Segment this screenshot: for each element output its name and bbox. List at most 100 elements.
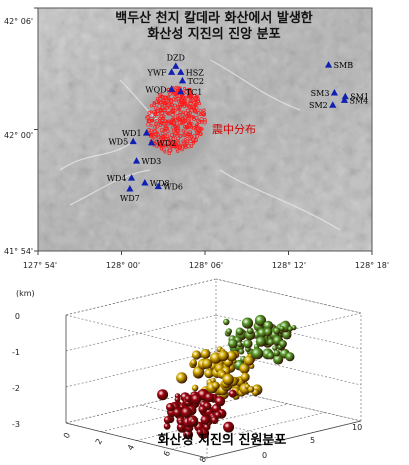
epicenter-point — [166, 137, 170, 141]
station-label: WD8 — [150, 179, 170, 188]
box-edge — [65, 314, 208, 351]
epicenter-point — [181, 129, 185, 133]
station-triangle — [329, 101, 337, 108]
epicenter-point — [187, 87, 192, 92]
epicenter-point — [191, 126, 196, 131]
epicenter-point — [162, 114, 166, 119]
epicenter-point — [178, 134, 183, 138]
epicenter-point — [194, 134, 200, 139]
hypocenter-sphere — [184, 395, 192, 403]
epicenter-point — [149, 128, 153, 133]
epicenter-point — [191, 115, 195, 120]
epicenter-point — [177, 105, 182, 110]
wall-gridline — [65, 386, 217, 424]
epicenter-point — [173, 129, 177, 133]
hypocenter-sphere — [190, 418, 197, 426]
station-label: WD7 — [120, 194, 140, 203]
epicenter-point — [170, 112, 175, 118]
epicenter-point — [166, 121, 171, 126]
z-tick-label: -3 — [12, 420, 20, 429]
epicenter-point — [159, 139, 165, 144]
epicenter-point — [182, 103, 187, 108]
station-label: WD6 — [163, 183, 183, 192]
station-triangle — [132, 157, 141, 164]
epicenter-point — [189, 121, 194, 126]
wall-gridline — [65, 314, 217, 352]
hypocenter-sphere — [204, 392, 214, 403]
epicenter-point — [164, 133, 169, 139]
hypocenter-sphere — [174, 396, 181, 403]
station-triangle — [126, 185, 134, 192]
hypocenter-sphere — [241, 317, 254, 329]
epicenter-point — [202, 119, 207, 125]
z-tick-label: -1 — [12, 348, 20, 357]
x-axis-line — [65, 422, 208, 459]
epicenter-point — [180, 145, 185, 150]
epicenter-point — [167, 151, 171, 155]
epicenter-cluster — [145, 85, 207, 155]
epicenter-point — [168, 136, 173, 141]
epicenter-point — [168, 92, 172, 96]
epicenter-point — [167, 148, 172, 153]
station-label: HSZ — [186, 68, 204, 77]
station-label: TC1 — [186, 88, 203, 97]
hypocenter-sphere — [272, 345, 278, 351]
epicenter-point — [158, 108, 163, 113]
epicenter-point — [172, 91, 176, 96]
lon-tick-label: 127° 54' — [23, 261, 57, 270]
lat-tick-label: 42° 00' — [4, 131, 33, 140]
hypocenter-sphere — [246, 327, 254, 335]
epicenter-point — [166, 119, 171, 124]
wall-gridline — [65, 350, 217, 388]
lon-tick-label: 128° 18' — [355, 261, 389, 270]
epicenter-point — [158, 94, 163, 98]
epicenter-point — [161, 99, 166, 104]
epicenter-point — [154, 99, 160, 105]
x-tick-label: 0 — [62, 431, 72, 440]
hypocenter-sphere — [166, 402, 175, 412]
epicenter-point — [161, 147, 166, 152]
station-label: WD2 — [157, 139, 177, 148]
epicenter-point — [193, 138, 198, 143]
wall-gridline — [215, 314, 362, 350]
y-tick-label: 0 — [262, 451, 267, 460]
epicenter-point — [147, 119, 151, 123]
epicenter-point — [180, 116, 185, 121]
station-triangle — [178, 76, 187, 84]
station-label: WQD — [145, 85, 166, 94]
station-label: SM4 — [349, 96, 368, 105]
epicenter-point — [152, 129, 158, 134]
epicenter-point — [171, 117, 175, 122]
epicenter-point — [202, 118, 207, 123]
station-label: WD4 — [107, 174, 127, 183]
epicenter-point — [157, 99, 161, 103]
station-triangle — [330, 89, 339, 96]
epicenter-point — [157, 119, 162, 124]
epicenter-point — [174, 125, 179, 130]
lat-tick-label: 41° 54' — [4, 247, 33, 256]
hypocenter-sphere — [273, 354, 284, 365]
epicenter-point — [166, 129, 170, 133]
lon-tick-label: 128° 06' — [189, 261, 223, 270]
epicenter-point — [188, 132, 192, 136]
hypocenter-sphere — [228, 338, 238, 349]
epicenter-point — [191, 141, 195, 145]
hypocenter-sphere — [285, 352, 295, 362]
epicenter-point — [150, 132, 154, 136]
station-label: TC2 — [187, 77, 204, 86]
epicenter-point — [154, 119, 159, 124]
station-label: WD1 — [122, 129, 142, 138]
hypocenter-sphere — [267, 338, 275, 346]
epicenter-point — [187, 87, 191, 92]
epicenter-point — [188, 138, 193, 144]
lon-tick-label: 128° 00' — [106, 261, 140, 270]
map-title-line2: 화산성 지진의 진앙 분포 — [147, 26, 280, 42]
epicenter-point — [188, 101, 193, 106]
hypocenter-sphere — [218, 350, 229, 362]
hypocenter-sphere — [223, 318, 230, 326]
y-axis-line — [206, 420, 362, 459]
hypocenter-sphere — [202, 358, 213, 369]
hypocenter-sphere — [267, 352, 275, 360]
